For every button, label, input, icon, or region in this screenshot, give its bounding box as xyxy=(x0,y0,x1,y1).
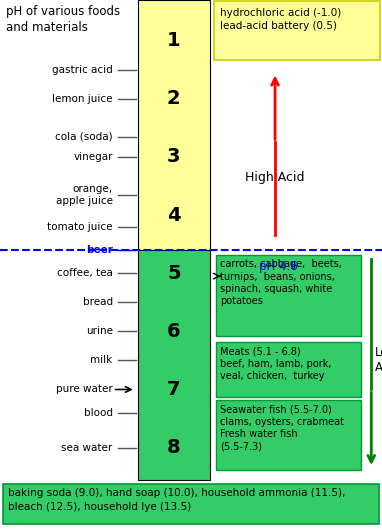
Bar xyxy=(3,484,379,524)
Text: beer: beer xyxy=(86,245,113,255)
Text: 4: 4 xyxy=(167,206,181,225)
Text: Seawater fish (5.5-7.0)
clams, oysters, crabmeat
Fresh water fish
(5.5-7.3): Seawater fish (5.5-7.0) clams, oysters, … xyxy=(220,405,344,452)
Bar xyxy=(138,0,210,250)
Text: pure water: pure water xyxy=(56,385,113,395)
Text: pH 4.6: pH 4.6 xyxy=(259,260,298,273)
FancyBboxPatch shape xyxy=(214,1,380,60)
Text: gastric acid: gastric acid xyxy=(52,65,113,75)
Text: Meats (5.1 - 6.8)
beef, ham, lamb, pork,
veal, chicken,  turkey: Meats (5.1 - 6.8) beef, ham, lamb, pork,… xyxy=(220,346,331,381)
Text: 1: 1 xyxy=(167,31,181,50)
Text: orange,
apple juice: orange, apple juice xyxy=(56,184,113,206)
Bar xyxy=(138,250,210,480)
Text: Low
Acid: Low Acid xyxy=(375,346,382,375)
Text: 3: 3 xyxy=(167,148,181,167)
Text: hydrochloric acid (-1.0)
lead-acid battery (0.5): hydrochloric acid (-1.0) lead-acid batte… xyxy=(220,7,342,31)
Text: lemon juice: lemon juice xyxy=(52,94,113,104)
Text: sea water: sea water xyxy=(62,443,113,453)
Text: 7: 7 xyxy=(167,380,181,399)
Text: milk: milk xyxy=(91,355,113,366)
Text: carrots, cabbage,  beets,
turnips,  beans, onions,
spinach, squash, white
potato: carrots, cabbage, beets, turnips, beans,… xyxy=(220,259,342,306)
Text: 6: 6 xyxy=(167,322,181,341)
Text: coffee, tea: coffee, tea xyxy=(57,268,113,278)
Bar xyxy=(216,342,361,397)
Text: cola (soda): cola (soda) xyxy=(55,132,113,142)
Text: urine: urine xyxy=(86,326,113,336)
Text: pH of various foods
and materials: pH of various foods and materials xyxy=(6,5,120,34)
Text: 8: 8 xyxy=(167,438,181,457)
Text: tomato juice: tomato juice xyxy=(47,222,113,232)
Text: blood: blood xyxy=(84,408,113,418)
Text: baking soda (9.0), hand soap (10.0), household ammonia (11.5),
bleach (12.5), ho: baking soda (9.0), hand soap (10.0), hou… xyxy=(8,488,345,512)
Text: High Acid: High Acid xyxy=(245,171,305,184)
Text: 2: 2 xyxy=(167,89,181,108)
Bar xyxy=(216,400,361,470)
Bar xyxy=(216,254,361,336)
Text: vinegar: vinegar xyxy=(73,152,113,162)
Text: 5: 5 xyxy=(167,264,181,282)
Text: bread: bread xyxy=(83,297,113,307)
